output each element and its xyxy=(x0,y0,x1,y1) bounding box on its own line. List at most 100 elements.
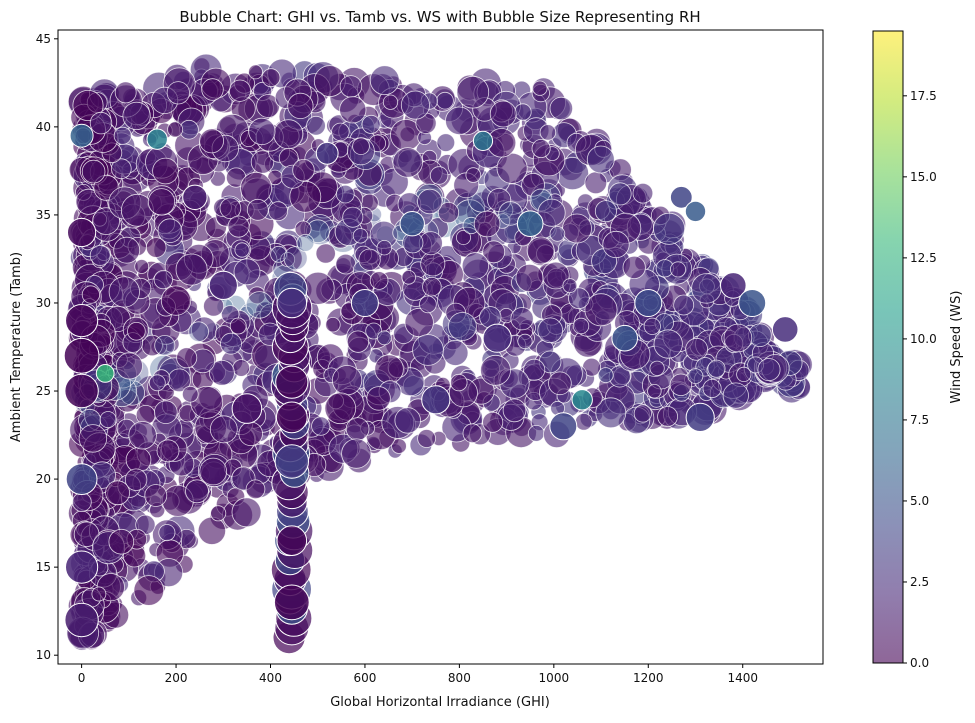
texture-bubble xyxy=(757,358,781,382)
texture-bubble xyxy=(447,312,477,341)
texture-bubble xyxy=(232,359,251,377)
texture-bubble xyxy=(154,334,176,356)
texture-bubble xyxy=(339,96,367,124)
texture-bubble xyxy=(238,421,263,447)
texture-bubble xyxy=(160,285,192,316)
texture-bubble xyxy=(115,352,143,380)
texture-bubble xyxy=(523,358,546,381)
texture-bubble xyxy=(133,575,165,606)
texture-bubble xyxy=(633,404,652,423)
colorbar-tick-label: 0.0 xyxy=(910,656,929,670)
texture-bubble xyxy=(647,384,662,399)
colorbar-tick-label: 7.5 xyxy=(910,413,929,427)
colorbar-tick-label: 10.0 xyxy=(910,332,937,346)
y-axis-label: Ambient Temperature (Tamb) xyxy=(9,252,24,442)
texture-bubble xyxy=(480,354,511,386)
texture-bubble xyxy=(250,150,275,174)
texture-bubble xyxy=(722,382,749,409)
texture-bubble xyxy=(245,479,266,500)
texture-bubble xyxy=(111,158,132,180)
x-tick-label: 800 xyxy=(448,671,471,685)
texture-bubble xyxy=(374,354,404,384)
texture-bubble xyxy=(127,321,146,341)
x-tick-label: 400 xyxy=(259,671,282,685)
texture-bubble xyxy=(153,269,173,290)
texture-bubble xyxy=(361,114,381,134)
y-tick-label: 35 xyxy=(36,208,51,222)
x-axis-label: Global Horizontal Irradiance (GHI) xyxy=(330,695,550,710)
texture-bubble xyxy=(248,64,263,80)
texture-bubble xyxy=(643,317,661,335)
data-point xyxy=(771,316,799,343)
texture-bubble xyxy=(707,359,726,378)
data-point xyxy=(275,401,308,434)
texture-bubble xyxy=(358,248,381,271)
texture-bubble xyxy=(152,157,179,185)
data-point xyxy=(182,184,208,211)
x-tick-label: 200 xyxy=(165,671,188,685)
texture-bubble xyxy=(473,210,501,238)
texture-bubble xyxy=(315,243,336,264)
colorbar-tick-label: 2.5 xyxy=(910,575,929,589)
data-point xyxy=(67,217,97,248)
plot-area xyxy=(58,30,823,664)
texture-bubble xyxy=(154,400,178,425)
texture-bubble xyxy=(723,323,753,353)
data-point xyxy=(65,463,98,496)
texture-bubble xyxy=(632,182,654,204)
texture-bubble xyxy=(113,236,141,264)
texture-bubble xyxy=(531,138,551,158)
x-tick-label: 600 xyxy=(353,671,376,685)
texture-bubble xyxy=(199,457,228,486)
texture-bubble xyxy=(376,330,392,346)
texture-bubble xyxy=(502,398,527,423)
data-point xyxy=(64,373,99,409)
texture-bubble xyxy=(404,307,434,338)
texture-bubble xyxy=(89,111,113,135)
texture-bubble xyxy=(584,171,608,195)
data-point xyxy=(276,287,308,319)
texture-bubble xyxy=(602,230,630,259)
y-tick-label: 20 xyxy=(36,472,51,486)
texture-bubble xyxy=(147,188,176,216)
texture-bubble xyxy=(108,528,135,555)
texture-bubble xyxy=(537,198,566,227)
texture-bubble xyxy=(311,416,331,436)
texture-bubble xyxy=(400,90,430,120)
texture-bubble xyxy=(306,115,326,136)
texture-bubble xyxy=(419,295,437,314)
texture-bubble xyxy=(429,166,449,185)
data-points xyxy=(63,123,799,638)
texture-bubble xyxy=(78,424,108,453)
texture-bubble xyxy=(339,75,363,98)
texture-bubble xyxy=(462,423,483,444)
texture-bubble xyxy=(175,253,208,286)
texture-bubble xyxy=(595,397,627,429)
texture-bubble xyxy=(456,75,490,109)
y-tick-label: 10 xyxy=(36,648,51,662)
texture-bubble xyxy=(233,258,261,286)
texture-bubble xyxy=(687,368,704,385)
texture-bubble xyxy=(231,497,262,528)
texture-bubble xyxy=(532,80,548,96)
texture-bubble xyxy=(99,411,117,429)
data-point xyxy=(350,289,379,317)
texture-bubble xyxy=(685,337,708,361)
y-tick-label: 15 xyxy=(36,560,51,574)
texture-bubble xyxy=(422,277,442,297)
chart-title: Bubble Chart: GHI vs. Tamb vs. WS with B… xyxy=(179,8,700,26)
x-tick-label: 1400 xyxy=(727,671,758,685)
texture-bubble xyxy=(342,206,364,228)
data-point xyxy=(63,337,100,374)
data-point xyxy=(472,130,494,151)
texture-bubble xyxy=(188,321,209,343)
texture-bubble xyxy=(549,226,566,242)
texture-bubble xyxy=(185,479,209,504)
texture-bubble xyxy=(514,103,532,121)
texture-bubble xyxy=(289,180,322,213)
texture-bubble xyxy=(261,68,281,88)
data-point xyxy=(685,402,715,432)
texture-bubble xyxy=(234,242,250,258)
y-axis: 10 15 20 25 30 35 40 45 xyxy=(36,32,58,662)
